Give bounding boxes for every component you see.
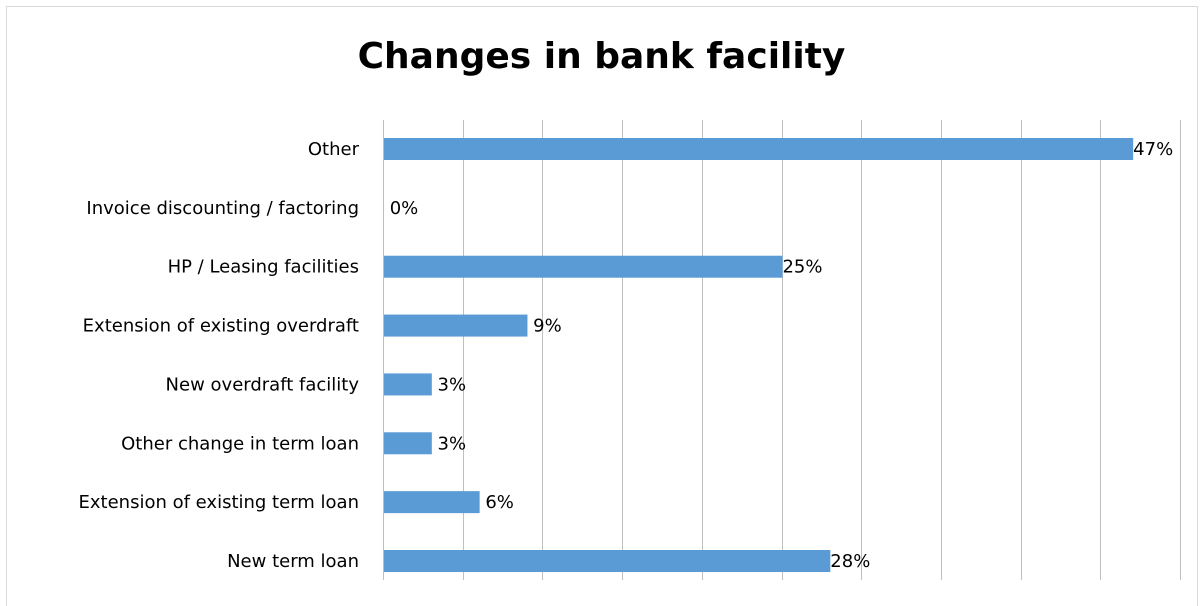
category-label: Other change in term loan bbox=[121, 433, 359, 454]
bar bbox=[384, 255, 783, 278]
category-label: New overdraft facility bbox=[166, 374, 360, 395]
bars bbox=[384, 138, 1134, 572]
category-label: Extension of existing term loan bbox=[79, 492, 360, 513]
value-label: 3% bbox=[438, 433, 467, 454]
category-labels: Other Invoice discounting / factoring HP /… bbox=[79, 139, 360, 572]
bar bbox=[384, 314, 528, 337]
category-label: Invoice discounting / factoring bbox=[86, 198, 359, 219]
bar bbox=[384, 432, 432, 455]
category-label: Extension of existing overdraft bbox=[83, 316, 359, 337]
category-label: New term loan bbox=[227, 551, 359, 572]
bar bbox=[384, 549, 831, 572]
bar bbox=[384, 138, 1134, 160]
bar bbox=[384, 491, 480, 514]
bar bbox=[384, 373, 432, 396]
value-label: 25% bbox=[782, 257, 822, 278]
value-labels: 47% 0% 25% 9% 3% 3% 6% 28% bbox=[390, 139, 1173, 572]
category-label: Other bbox=[308, 139, 360, 160]
value-label: 28% bbox=[830, 551, 870, 572]
value-label: 3% bbox=[438, 374, 467, 395]
value-label: 47% bbox=[1133, 139, 1173, 160]
value-label: 0% bbox=[390, 198, 419, 219]
chart-title: Changes in bank facility bbox=[357, 36, 846, 77]
category-label: HP / Leasing facilities bbox=[168, 257, 359, 278]
value-label: 9% bbox=[533, 316, 562, 337]
gridlines bbox=[383, 120, 1181, 580]
value-label: 6% bbox=[485, 492, 514, 513]
chart-frame bbox=[6, 6, 1198, 606]
